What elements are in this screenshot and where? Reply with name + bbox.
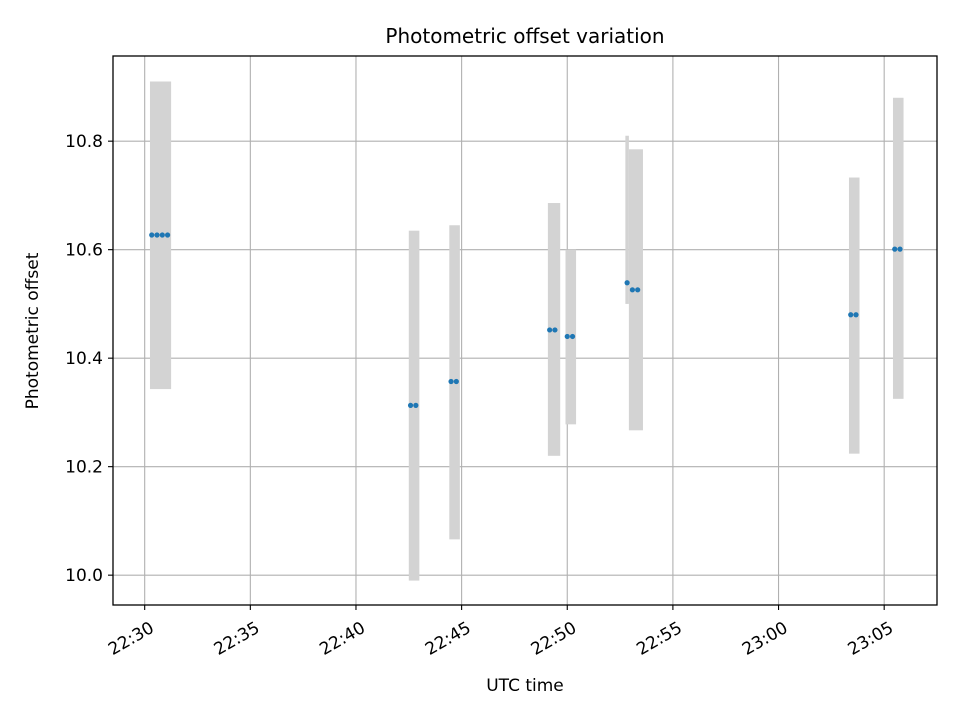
data-point [164, 232, 171, 238]
x-tick-label: 22:40 [316, 618, 368, 660]
y-tick-label: 10.8 [65, 132, 103, 152]
x-tick-label: 22:50 [528, 618, 580, 660]
x-tick-label: 22:55 [633, 618, 685, 660]
data-point [892, 246, 898, 252]
data-point [635, 287, 641, 293]
plot-frame [112, 55, 938, 606]
x-tick-label: 22:30 [105, 618, 157, 660]
data-point [159, 232, 165, 238]
data-point [629, 287, 636, 293]
axis-ticks: 22:30 22:35 22:40 22:45 22:50 22:55 23:00 23:05… [65, 132, 897, 660]
data-point [149, 232, 155, 238]
x-tick-label: 22:45 [422, 618, 474, 660]
y-tick-label: 10.0 [65, 566, 103, 586]
data-point [624, 280, 630, 286]
data-points [149, 232, 903, 408]
uncertainty-bands [149, 81, 904, 581]
data-point [154, 232, 160, 238]
data-point [564, 333, 570, 340]
grid [113, 56, 937, 605]
y-tick-label: 10.2 [65, 458, 103, 478]
data-point [407, 402, 414, 408]
data-point [413, 402, 419, 408]
chart-title: Photometric offset variation [385, 24, 664, 48]
x-axis-label: UTC time [486, 676, 564, 696]
y-axis-label: Photometric offset [23, 252, 43, 409]
y-tick-label: 10.4 [65, 349, 103, 369]
y-tick-label: 10.6 [65, 241, 103, 261]
data-point [848, 312, 854, 318]
x-tick-label: 22:35 [211, 618, 263, 660]
data-point [453, 378, 459, 385]
data-point [897, 246, 903, 252]
data-point [569, 333, 576, 340]
x-tick-label: 23:05 [845, 618, 897, 660]
uncertainty-band [625, 135, 629, 304]
data-point [552, 327, 558, 333]
x-tick-label: 23:00 [739, 618, 791, 660]
data-point [547, 327, 553, 333]
data-point [853, 312, 859, 318]
data-point [448, 378, 454, 385]
